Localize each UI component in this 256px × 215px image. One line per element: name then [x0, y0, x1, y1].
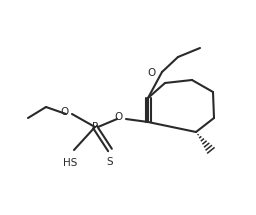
Text: S: S [107, 157, 113, 167]
Text: O: O [148, 68, 156, 78]
Text: HS: HS [63, 158, 77, 168]
Text: O: O [61, 107, 69, 117]
Text: P: P [92, 122, 98, 132]
Text: O: O [115, 112, 123, 122]
